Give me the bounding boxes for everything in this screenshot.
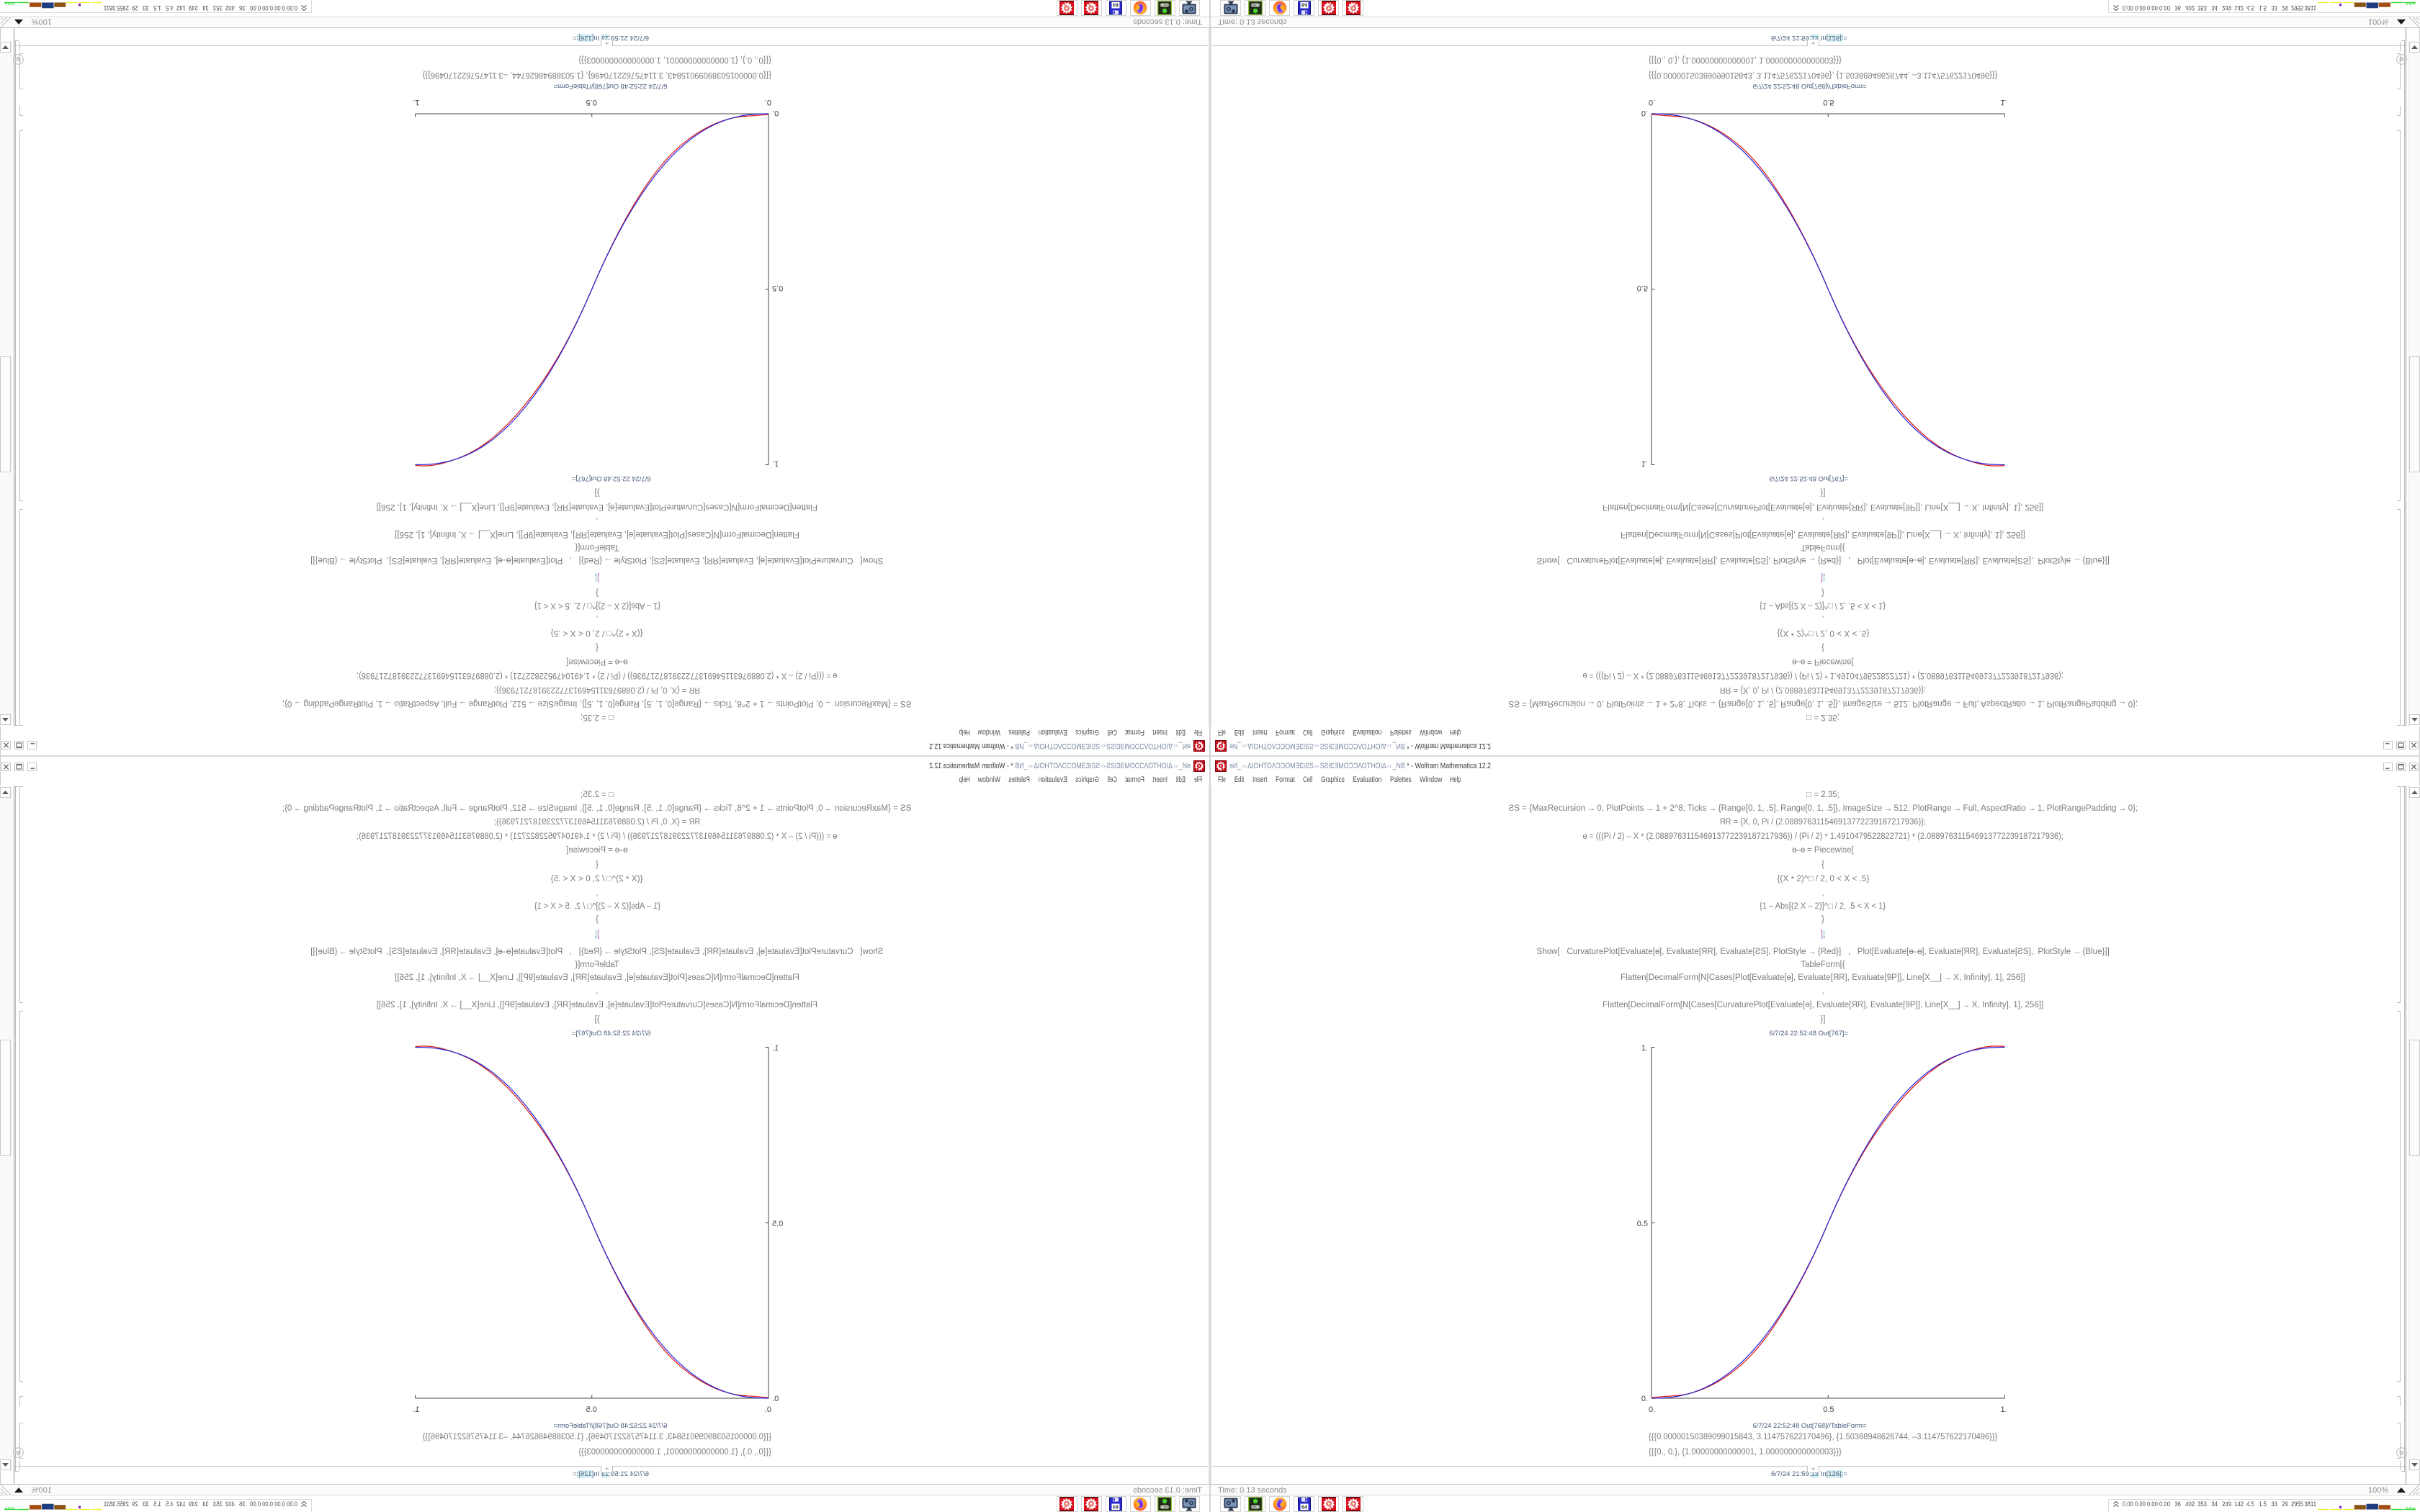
svg-text:0.5: 0.5 [1823,98,1834,107]
svg-text:1.: 1. [772,1044,779,1053]
svg-text:1.: 1. [1641,459,1648,468]
svg-text:0.5: 0.5 [1637,1220,1648,1228]
svg-text:0.5: 0.5 [586,98,596,107]
svg-text:0.: 0. [1641,1395,1648,1403]
svg-text:0.5: 0.5 [1823,1405,1834,1414]
svg-text:64: 64 [1113,2,1119,7]
svg-text:64: 64 [1301,1506,1307,1511]
svg-text:64: 64 [1301,2,1307,7]
svg-text:0.: 0. [772,109,779,117]
svg-text:64: 64 [1113,1506,1119,1511]
svg-text:1.: 1. [772,459,779,468]
svg-text:0.5: 0.5 [1637,284,1648,292]
svg-text:1.: 1. [413,98,419,107]
svg-text:1.: 1. [2001,1405,2007,1414]
svg-text:0.: 0. [1641,109,1648,117]
svg-text:1.: 1. [2001,98,2007,107]
svg-text:0.5: 0.5 [772,1220,783,1228]
svg-text:0.: 0. [1649,1405,1655,1414]
svg-text:0.: 0. [765,98,771,107]
svg-text:0.5: 0.5 [586,1405,596,1414]
svg-text:1.: 1. [1641,1044,1648,1053]
svg-text:0.: 0. [772,1395,779,1403]
svg-text:0.5: 0.5 [772,284,783,292]
svg-text:0.: 0. [765,1405,771,1414]
svg-text:1.: 1. [413,1405,419,1414]
svg-text:0.: 0. [1649,98,1655,107]
